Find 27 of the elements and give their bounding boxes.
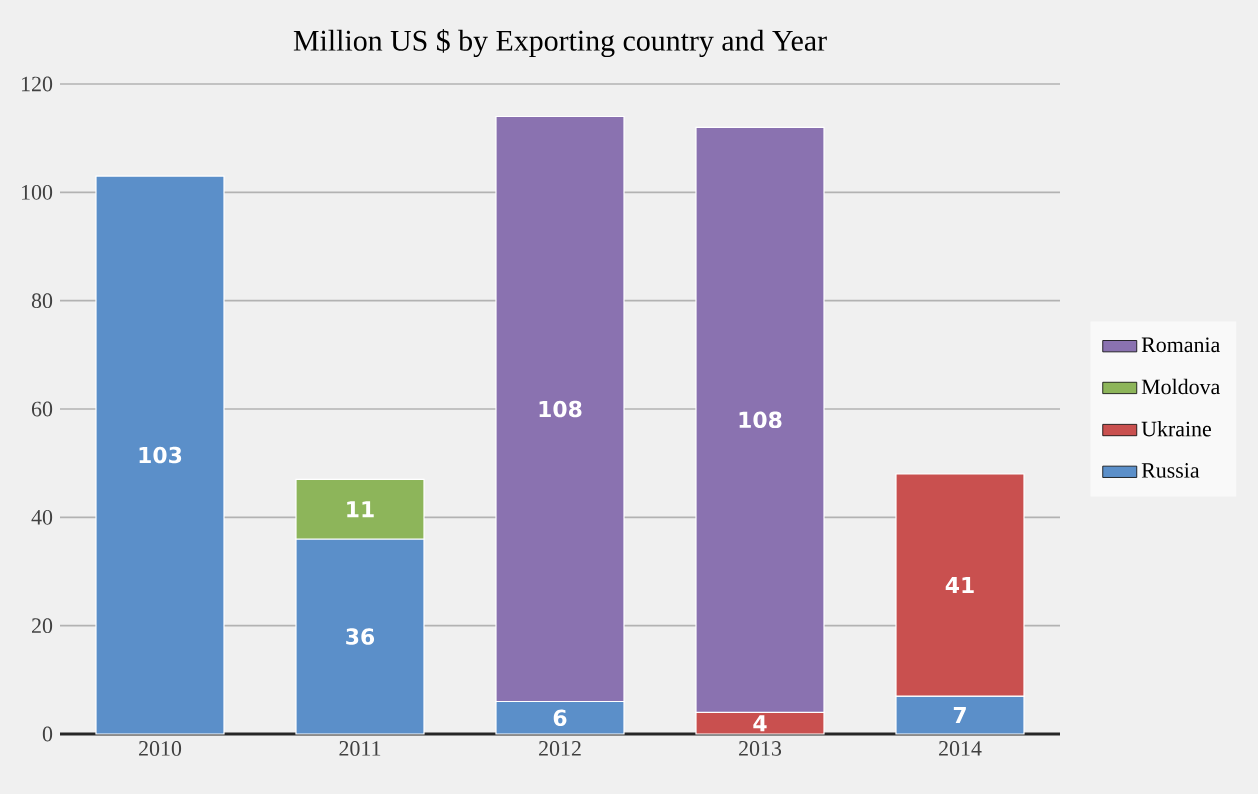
x-tick-label: 2012 <box>539 741 581 756</box>
y-tick-label: 80 <box>31 293 53 309</box>
y-tick-label: 20 <box>32 618 53 634</box>
data-label: 103 <box>139 446 182 464</box>
x-tick-label: 2010 <box>139 741 182 756</box>
legend-label: Romania <box>1141 337 1220 353</box>
y-tick-label: 40 <box>31 509 53 525</box>
legend-label: Ukraine <box>1141 420 1211 437</box>
x-tick-label: 2014 <box>939 741 982 756</box>
data-label: 108 <box>739 411 782 429</box>
chart-title: Million US $ by Exporting country and Year <box>293 28 827 58</box>
legend-label: Moldova <box>1141 378 1220 395</box>
y-tick-label: 100 <box>22 184 53 200</box>
data-label: 11 <box>347 501 374 518</box>
data-label: 7 <box>953 707 966 724</box>
y-tick-label: 0 <box>42 726 53 742</box>
y-tick-label: 60 <box>31 401 53 417</box>
data-label: 108 <box>539 400 582 418</box>
data-label: 6 <box>553 709 567 727</box>
legend-label: Russia <box>1141 463 1200 478</box>
data-label: 41 <box>945 577 974 594</box>
y-tick-label: 120 <box>22 76 53 92</box>
x-tick-label: 2011 <box>339 741 381 756</box>
data-label: 36 <box>346 628 375 645</box>
x-tick-label: 2013 <box>739 741 782 756</box>
data-label: 4 <box>753 715 767 732</box>
bar <box>95 175 225 735</box>
